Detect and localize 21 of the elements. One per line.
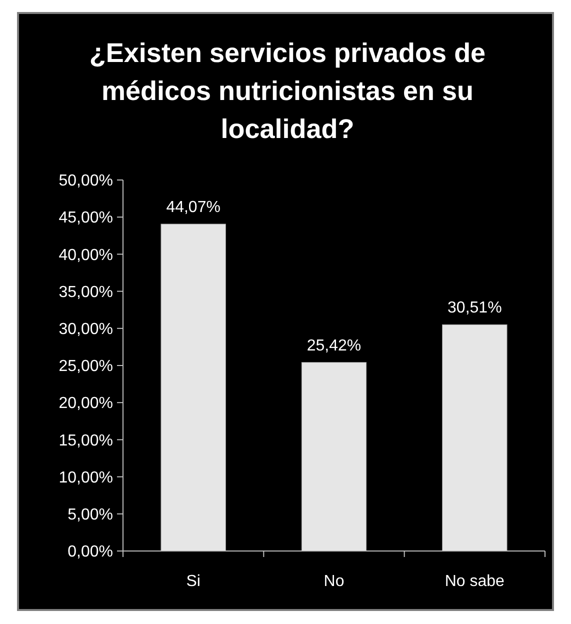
bar	[160, 224, 226, 552]
data-label: 25,42%	[306, 337, 362, 354]
data-label: 44,07%	[166, 199, 220, 216]
y-tick-label: 45,00%	[58, 210, 113, 227]
x-tick-label: No	[324, 573, 344, 590]
y-tick-label: 10,00%	[58, 469, 113, 486]
x-tick-label: Si	[186, 573, 200, 590]
y-tick-label: 15,00%	[58, 432, 113, 450]
bar	[301, 362, 367, 552]
x-tick-label: No sabe	[444, 573, 505, 590]
chart-title: ¿Existen servicios privados de médicos nutricionistas en su localidad?	[89, 38, 486, 144]
y-tick-label: 0,00%	[68, 544, 113, 561]
y-tick-label: 30,00%	[58, 321, 113, 338]
y-tick-label: 20,00%	[58, 395, 113, 412]
y-tick-label: 50,00%	[58, 172, 113, 190]
data-label: 30,51%	[448, 300, 502, 317]
y-tick-label: 25,00%	[58, 358, 113, 376]
y-tick-label: 40,00%	[58, 246, 113, 264]
y-tick-label: 5,00%	[68, 506, 113, 524]
bar	[442, 324, 508, 552]
y-tick-label: 35,00%	[58, 284, 113, 301]
